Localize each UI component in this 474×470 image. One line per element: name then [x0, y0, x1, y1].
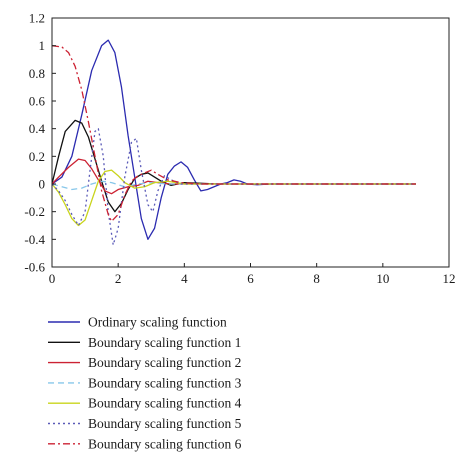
y-tick-label: 0.6 [29, 94, 46, 109]
series-line-2 [52, 119, 416, 213]
x-tick-label: 2 [115, 271, 122, 286]
series-line-1 [52, 39, 416, 240]
series-line-3 [52, 158, 416, 195]
legend-label-7: Boundary scaling function 6 [88, 436, 242, 451]
y-tick-label: -0.2 [24, 204, 45, 219]
y-tick-label: -0.4 [24, 232, 45, 247]
series-line-5 [52, 169, 416, 227]
x-tick-label: 0 [49, 271, 56, 286]
legend-label-5: Boundary scaling function 4 [88, 396, 242, 411]
plot-series-group [52, 39, 416, 246]
x-tick-label: 10 [376, 271, 389, 286]
y-tick-label: 1.2 [29, 11, 45, 26]
y-tick-label: -0.6 [24, 260, 45, 275]
y-tick-label: 0 [39, 177, 46, 192]
legend-label-3: Boundary scaling function 2 [88, 355, 241, 370]
legend-label-1: Ordinary scaling function [88, 315, 227, 330]
x-tick-label: 12 [443, 271, 456, 286]
legend-label-2: Boundary scaling function 1 [88, 335, 241, 350]
y-tick-label: 0.4 [29, 121, 46, 136]
y-tick-label: 0.8 [29, 66, 45, 81]
x-tick-label: 6 [247, 271, 254, 286]
series-line-6 [52, 128, 416, 246]
legend-label-6: Boundary scaling function 5 [88, 416, 242, 431]
x-tick-label: 4 [181, 271, 188, 286]
x-tick-label: 8 [313, 271, 320, 286]
y-tick-label: 1 [39, 38, 46, 53]
x-axis: 0 2 4 6 8 10 12 [49, 263, 456, 286]
legend: Ordinary scaling function Boundary scalin… [48, 315, 242, 451]
y-tick-label: 0.2 [29, 149, 45, 164]
y-axis: -0.6 -0.4 -0.2 0 0.2 0.4 0.6 0.8 1 1.2 [24, 11, 56, 275]
legend-label-4: Boundary scaling function 3 [88, 375, 242, 390]
